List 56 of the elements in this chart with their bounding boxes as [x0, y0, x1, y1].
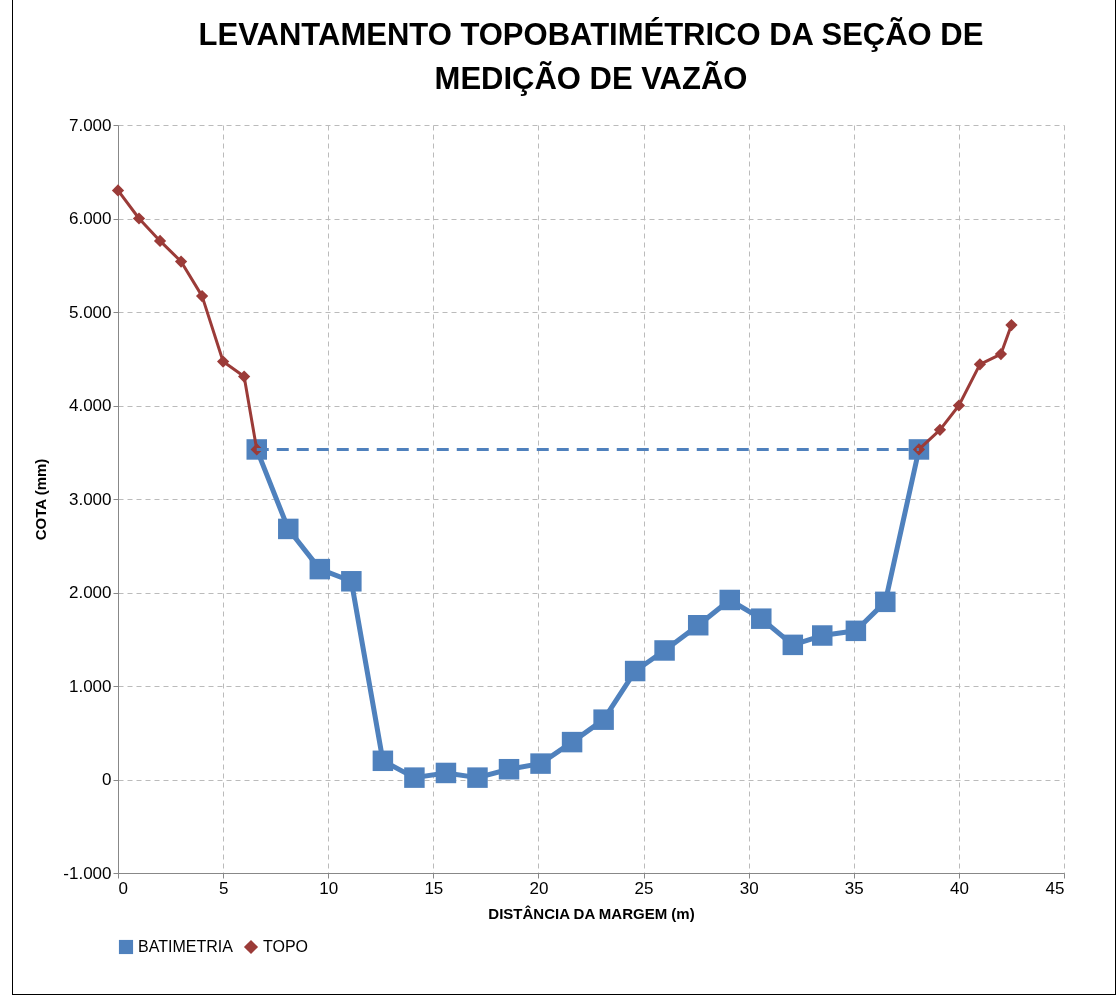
point — [341, 571, 362, 592]
point — [467, 767, 488, 788]
point — [195, 289, 209, 303]
x-tick-label: 25 — [634, 878, 654, 898]
x-tick-label: 45 — [1045, 878, 1065, 898]
point — [952, 399, 966, 412]
legend-label: BATIMETRIA — [138, 938, 234, 955]
point — [845, 620, 867, 642]
point — [994, 347, 1008, 361]
y-tick-label: 7.000 — [68, 115, 112, 135]
point — [561, 731, 583, 753]
legend-label: TOPO — [263, 938, 309, 955]
x-tick-label: 30 — [739, 878, 759, 898]
x-tick-label: 20 — [529, 878, 549, 898]
y-tick-label: 3.000 — [68, 489, 112, 509]
x-tick-label: 15 — [424, 878, 444, 898]
point — [719, 589, 740, 611]
point — [654, 640, 675, 661]
point — [593, 709, 614, 730]
y-tick-label: 6.000 — [68, 209, 112, 228]
x-tick-label: 0 — [118, 878, 128, 898]
point — [404, 767, 425, 788]
point — [1005, 318, 1018, 332]
point — [174, 255, 188, 268]
point — [782, 634, 804, 656]
point — [875, 591, 896, 613]
y-tick-label: 4.000 — [68, 396, 112, 415]
point — [216, 355, 230, 368]
point — [933, 423, 947, 436]
point — [153, 234, 167, 248]
point — [751, 608, 772, 629]
y-tick-label: 2.000 — [68, 583, 112, 602]
point — [111, 184, 125, 197]
point — [973, 358, 987, 371]
y-axis-title: COTA (mm) — [32, 458, 50, 541]
point — [530, 753, 551, 774]
x-tick-label: 5 — [218, 878, 229, 898]
point — [435, 762, 457, 784]
x-tick-label: 40 — [949, 878, 969, 898]
x-axis-title: DISTÂNCIA DA MARGEM (m) — [488, 904, 695, 922]
point — [372, 750, 394, 772]
point — [278, 518, 299, 540]
point — [238, 370, 251, 383]
x-tick-label: 10 — [319, 878, 339, 898]
y-tick-label: 5.000 — [68, 302, 112, 322]
y-tick-label: 1.000 — [68, 676, 112, 696]
point — [498, 758, 520, 780]
point — [309, 558, 331, 580]
point — [132, 212, 146, 225]
point — [687, 614, 709, 636]
y-tick-label: -1.000 — [63, 863, 112, 883]
x-tick-label: 35 — [844, 878, 864, 898]
chart-title: LEVANTAMENTO TOPOBATIMÉTRICO DA SEÇÃO DE MEDIÇÃO DE VAZÃO — [198, 17, 984, 96]
point — [812, 625, 833, 646]
point — [624, 660, 646, 682]
y-tick-label: 0 — [102, 770, 112, 789]
